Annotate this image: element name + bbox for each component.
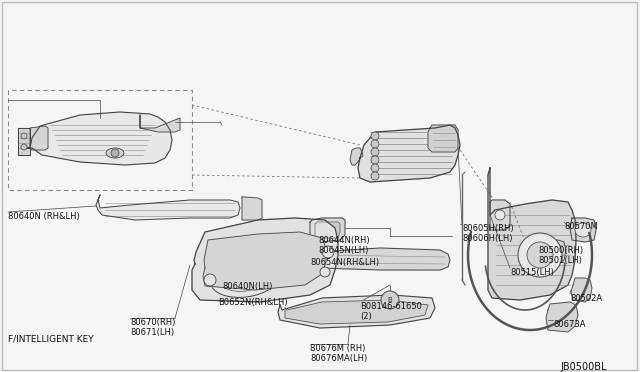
Circle shape	[371, 132, 379, 140]
Text: 80605H(RH)
80606H(LH): 80605H(RH) 80606H(LH)	[462, 224, 514, 243]
Polygon shape	[310, 218, 345, 242]
Text: F/INTELLIGENT KEY: F/INTELLIGENT KEY	[8, 334, 93, 343]
Polygon shape	[310, 248, 450, 270]
Circle shape	[371, 148, 379, 156]
Polygon shape	[203, 232, 326, 290]
Text: 80640N (RH&LH): 80640N (RH&LH)	[8, 212, 80, 221]
Text: 80670(RH)
80671(LH): 80670(RH) 80671(LH)	[130, 318, 175, 337]
Circle shape	[21, 144, 27, 150]
Text: B0652N(RH&LH): B0652N(RH&LH)	[218, 298, 287, 307]
Polygon shape	[350, 148, 363, 165]
Text: 80570M: 80570M	[564, 222, 598, 231]
Polygon shape	[192, 218, 338, 302]
Polygon shape	[543, 240, 566, 264]
Polygon shape	[96, 195, 240, 220]
Text: JB0500BL: JB0500BL	[560, 362, 607, 372]
Circle shape	[320, 267, 330, 277]
Circle shape	[371, 164, 379, 172]
Polygon shape	[428, 125, 458, 152]
Text: 80500(RH)
80501(LH): 80500(RH) 80501(LH)	[538, 246, 583, 265]
Polygon shape	[26, 112, 172, 165]
Polygon shape	[140, 115, 180, 132]
Polygon shape	[488, 168, 576, 300]
Ellipse shape	[106, 148, 124, 158]
Polygon shape	[571, 278, 592, 302]
Text: B: B	[388, 297, 392, 303]
Polygon shape	[490, 200, 510, 230]
Polygon shape	[278, 295, 435, 328]
Circle shape	[381, 291, 399, 309]
Text: B08146-61650
(2): B08146-61650 (2)	[360, 302, 422, 321]
Circle shape	[21, 133, 27, 139]
Text: 80654N(RH&LH): 80654N(RH&LH)	[310, 258, 379, 267]
Text: 80644N(RH)
80645N(LH): 80644N(RH) 80645N(LH)	[318, 236, 370, 256]
Circle shape	[204, 274, 216, 286]
Circle shape	[371, 156, 379, 164]
Circle shape	[322, 246, 334, 258]
Polygon shape	[18, 128, 30, 155]
Polygon shape	[30, 126, 48, 150]
Circle shape	[527, 242, 553, 268]
Circle shape	[371, 172, 379, 180]
Circle shape	[371, 140, 379, 148]
Text: 80640N(LH): 80640N(LH)	[222, 282, 273, 291]
Ellipse shape	[210, 259, 280, 298]
Text: 80673A: 80673A	[553, 320, 586, 329]
Circle shape	[518, 233, 562, 277]
Ellipse shape	[575, 223, 591, 237]
Polygon shape	[285, 300, 428, 324]
Polygon shape	[242, 197, 262, 220]
Polygon shape	[358, 125, 460, 182]
Polygon shape	[315, 222, 340, 238]
Polygon shape	[570, 218, 596, 242]
Text: 80515(LH): 80515(LH)	[510, 268, 554, 277]
Circle shape	[111, 149, 119, 157]
Ellipse shape	[220, 264, 270, 291]
Polygon shape	[546, 302, 578, 332]
Text: 80502A: 80502A	[570, 294, 602, 303]
Text: 80676M (RH)
80676MA(LH): 80676M (RH) 80676MA(LH)	[310, 344, 367, 363]
Circle shape	[495, 210, 505, 220]
